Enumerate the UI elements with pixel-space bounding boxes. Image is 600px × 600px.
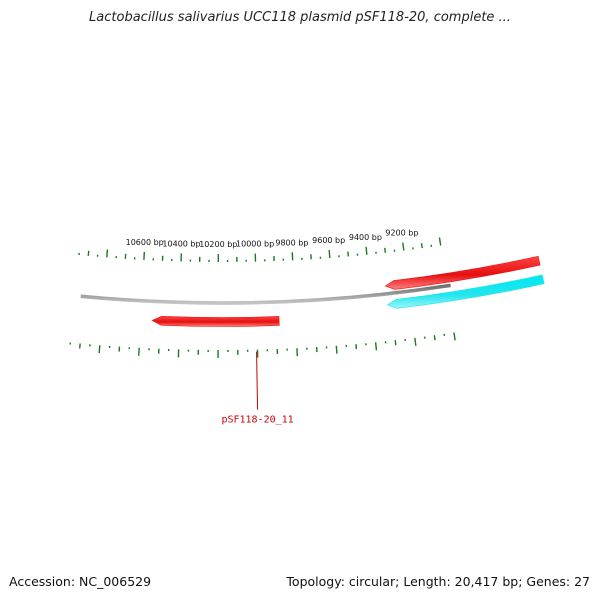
gene-arrow[interactable] (384, 255, 541, 290)
tick-label: 9600 bp (312, 236, 345, 245)
outer-tick-mark (402, 242, 405, 251)
gene-labels: pSF118-20_11 (221, 351, 294, 426)
tick-label: 10600 bp (126, 238, 164, 247)
inner-tick-mark (374, 342, 378, 351)
accession-text: Accession: NC_006529 (9, 574, 152, 589)
tick-label: 9400 bp (349, 233, 382, 242)
backbone-circle (80, 283, 451, 305)
inner-tick-mark (453, 332, 456, 341)
gene-arrow[interactable] (151, 315, 280, 327)
tick-label: 9800 bp (275, 238, 308, 247)
gene-label[interactable]: pSF118-20_11 (221, 415, 293, 426)
inner-tick-mark (414, 337, 417, 346)
plasmid-backbone (80, 283, 451, 305)
tick-label: 10000 bp (236, 240, 274, 249)
outer-tick-mark (438, 237, 442, 246)
tick-label: 10400 bp (162, 239, 200, 248)
map-title: Lactobacillus salivarius UCC118 plasmid … (89, 10, 511, 25)
outer-tick-mark (365, 246, 368, 255)
outer-tick-mark (328, 249, 331, 259)
gene-arrow[interactable] (386, 274, 545, 309)
tick-label: 10200 bp (199, 240, 237, 249)
outer-tick-mark (106, 249, 109, 258)
outer-tick-mark (384, 247, 387, 253)
tick-label: 9200 bp (385, 229, 418, 238)
inner-tick-mark (335, 345, 338, 354)
inner-tick-mark (394, 340, 397, 346)
topology-text: Topology: circular; Length: 20,417 bp; G… (286, 574, 590, 589)
gene-track (151, 255, 545, 327)
inner-tick-mark (433, 335, 436, 341)
inner-tick-mark (98, 345, 101, 354)
outer-tick-mark (420, 243, 423, 249)
inner-tick-track (69, 332, 456, 358)
gene-label-leader (256, 351, 259, 410)
